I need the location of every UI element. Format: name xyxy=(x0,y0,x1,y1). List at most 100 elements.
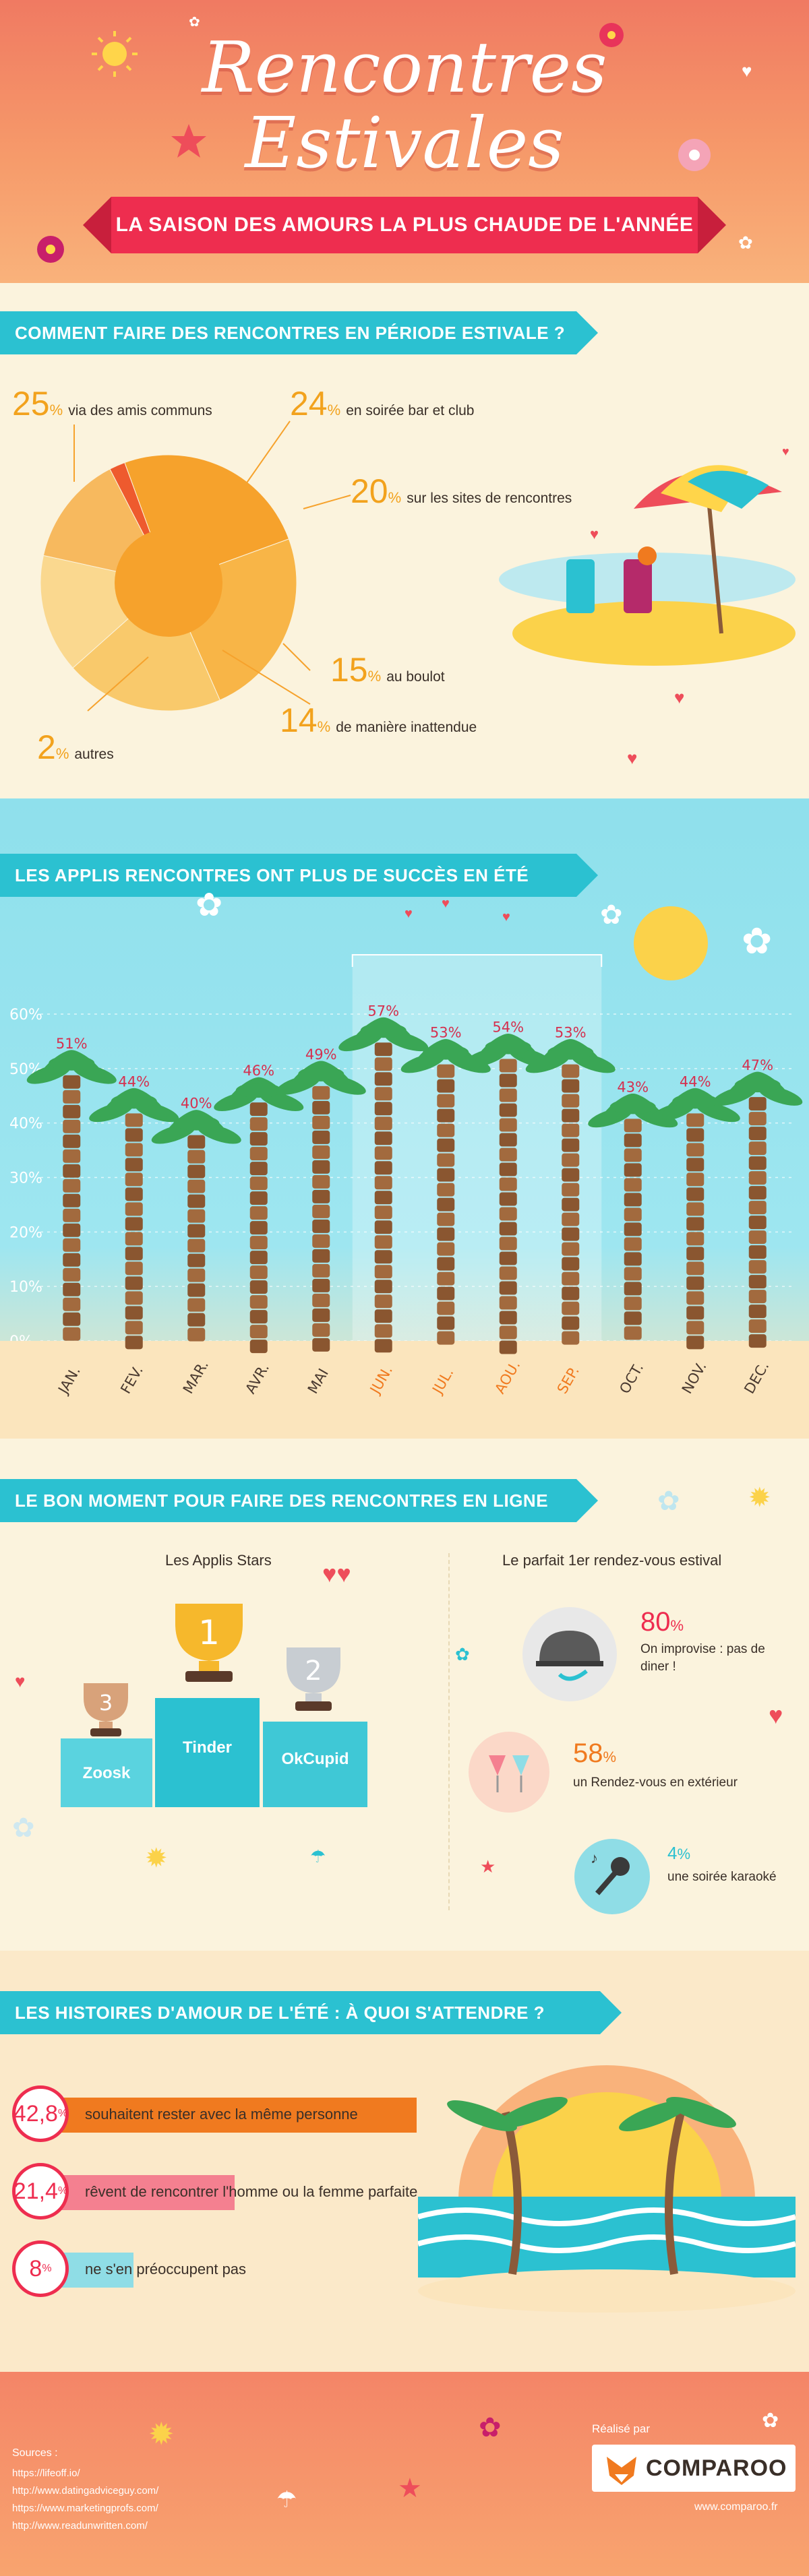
date-karaoke: 4% xyxy=(667,1843,691,1863)
cloud-flower-icon-s3: ✿ xyxy=(657,1486,680,1516)
section4-heading: LES HISTOIRES D'AMOUR DE L'ÉTÉ : À QUOI … xyxy=(0,1991,622,2034)
apps-stars-title: Les Applis Stars xyxy=(165,1552,272,1569)
date-improvise: 80% xyxy=(640,1607,684,1637)
heart-icon: ♥ xyxy=(742,61,752,81)
brand-name: COMPAROO xyxy=(646,2455,787,2481)
cloud-flower-icon: ✿ xyxy=(196,887,223,923)
sun-icon-footer: ✹ xyxy=(148,2416,175,2451)
y-tick-label: 20% xyxy=(9,1224,42,1241)
source-link[interactable]: http://www.readunwritten.com/ xyxy=(12,2520,148,2532)
trophy-bronze-icon: 3 xyxy=(84,1683,128,1736)
apps-success-section: LES APPLIS RENCONTRES ONT PLUS DE SUCCÈS… xyxy=(0,798,809,1439)
date-title: Le parfait 1er rendez-vous estival xyxy=(502,1552,722,1569)
svg-text:♥: ♥ xyxy=(590,526,599,542)
heart-icon-s3b: ♥ xyxy=(769,1701,783,1729)
sand xyxy=(0,1341,809,1439)
sunset-palms-illustration xyxy=(418,2065,796,2313)
sunglasses-icon: ♥♥ xyxy=(322,1560,351,1588)
date-outdoor: 58% xyxy=(573,1738,617,1768)
sources-title: Sources : xyxy=(12,2447,58,2459)
source-link[interactable]: http://www.datingadviceguy.com/ xyxy=(12,2485,159,2496)
love-stories-section: LES HISTOIRES D'AMOUR DE L'ÉTÉ : À QUOI … xyxy=(0,1951,809,2372)
sun-icon-s3: ✹ xyxy=(748,1483,771,1513)
umbrella-icon-footer: ☂ xyxy=(276,2487,297,2513)
heart-icon-s1: ♥ xyxy=(674,687,685,708)
sun-icon xyxy=(92,31,138,77)
value-label: 51% xyxy=(56,1036,88,1052)
trophy-silver-icon: 2 xyxy=(287,1647,340,1711)
podium-second: OkCupid xyxy=(263,1722,367,1807)
svg-text:1: 1 xyxy=(198,1613,220,1652)
podium-first-name: Tinder xyxy=(183,1738,232,1757)
cloud-flower-icon-s3b: ✿ xyxy=(12,1813,35,1843)
flower-icon-s3: ✿ xyxy=(455,1644,470,1664)
subtitle: LA SAISON DES AMOURS LA PLUS CHAUDE DE L… xyxy=(115,214,694,236)
stat-dating-sites: 20% sur les sites de rencontres xyxy=(351,472,572,510)
palm-bar-MAI xyxy=(276,1061,366,1352)
story-label-perfect-partner: rêvent de rencontrer l'homme ou la femme… xyxy=(85,2183,418,2200)
brand-logo[interactable]: COMPAROO xyxy=(592,2445,796,2492)
sun-icon-s3b: ✹ xyxy=(145,1844,168,1873)
date-karaoke-label: une soirée karaoké xyxy=(667,1870,777,1884)
value-label: 46% xyxy=(243,1063,274,1079)
story-value-perfect-partner: 21,4% xyxy=(12,2163,69,2220)
heart-icon-s2: ♥ xyxy=(404,906,413,921)
podium-second-name: OkCupid xyxy=(281,1750,349,1768)
story-bar-perfect-partner xyxy=(53,2175,235,2210)
palm-bar-OCT. xyxy=(588,1093,678,1340)
value-label: 54% xyxy=(492,1019,524,1036)
pie-leader-lines xyxy=(73,420,351,712)
palm-bar-FEV. xyxy=(89,1088,179,1350)
value-label: 44% xyxy=(118,1073,150,1090)
palm-bar-JAN. xyxy=(26,1050,117,1341)
source-link[interactable]: https://www.marketingprofs.com/ xyxy=(12,2503,158,2514)
section3-heading: LE BON MOMENT POUR FAIRE DES RENCONTRES … xyxy=(0,1479,598,1522)
sun-icon-s2 xyxy=(634,906,708,980)
story-label-same-person: souhaitent rester avec la même personne xyxy=(85,2106,358,2123)
website[interactable]: www.comparoo.fr xyxy=(694,2501,778,2513)
umbrella-icon-s3: ☂ xyxy=(310,1846,326,1866)
sources-list: https://lifeoff.io/ http://www.datingadv… xyxy=(12,2465,158,2535)
cloche-icon xyxy=(522,1607,617,1701)
heart-icon-s2c: ♥ xyxy=(502,910,510,924)
podium-third-name: Zoosk xyxy=(82,1764,131,1782)
source-link[interactable]: https://lifeoff.io/ xyxy=(12,2468,80,2479)
story-value-not-care: 8% xyxy=(12,2240,69,2297)
heart-icon-s1b: ♥ xyxy=(627,748,638,768)
pie-slice-2 xyxy=(72,582,220,712)
starfish-icon-s3: ★ xyxy=(480,1856,496,1877)
heart-icon-s3: ♥ xyxy=(15,1671,26,1691)
pie-center xyxy=(115,529,222,637)
podium-third: Zoosk xyxy=(61,1738,152,1807)
header: Rencontres Estivales LA SAISON DES AMOUR… xyxy=(0,0,809,283)
subtitle-ribbon: LA SAISON DES AMOURS LA PLUS CHAUDE DE L… xyxy=(83,197,726,253)
starfish-icon-footer: ★ xyxy=(398,2474,422,2503)
chart-title: LES APPLIS RENCONTRES ONT PLUS DE SUCCÈS… xyxy=(0,854,598,897)
flower-icon xyxy=(599,23,624,47)
value-label: 40% xyxy=(181,1096,212,1112)
svg-text:3: 3 xyxy=(99,1690,113,1716)
y-tick-label: 60% xyxy=(9,1007,42,1024)
stat-friends: 25% via des amis communs xyxy=(12,385,212,422)
palm-bar-NOV. xyxy=(650,1088,740,1350)
heart-icon-s2b: ♥ xyxy=(442,896,450,911)
title-line1: Rencontres xyxy=(202,26,607,108)
microphone-icon: ♪ xyxy=(574,1839,650,1914)
svg-text:♪: ♪ xyxy=(591,1850,598,1866)
trophy-gold-icon: 1 xyxy=(175,1604,243,1682)
svg-text:2: 2 xyxy=(305,1656,322,1687)
cloud-flower-icon-2: ✿ xyxy=(742,921,773,962)
palm-bar-AVR. xyxy=(214,1077,304,1354)
story-label-not-care: ne s'en préoccupent pas xyxy=(85,2261,247,2277)
story-value-same-person: 42,8% xyxy=(12,2085,69,2142)
stat-unexpected: 14% de manière inattendue xyxy=(280,701,477,739)
palm-bar-SEP. xyxy=(525,1039,616,1345)
stat-work: 15% au boulot xyxy=(330,651,445,689)
flower-white-icon-footer: ✿ xyxy=(762,2410,779,2432)
palm-bar-DEC. xyxy=(713,1071,803,1348)
value-label: 43% xyxy=(617,1079,649,1095)
section1-heading: COMMENT FAIRE DES RENCONTRES EN PÉRIODE … xyxy=(0,311,598,354)
fox-icon xyxy=(607,2457,636,2485)
title-line2: Estivales xyxy=(245,102,564,184)
cloud-flower-icon-3: ✿ xyxy=(600,900,623,930)
